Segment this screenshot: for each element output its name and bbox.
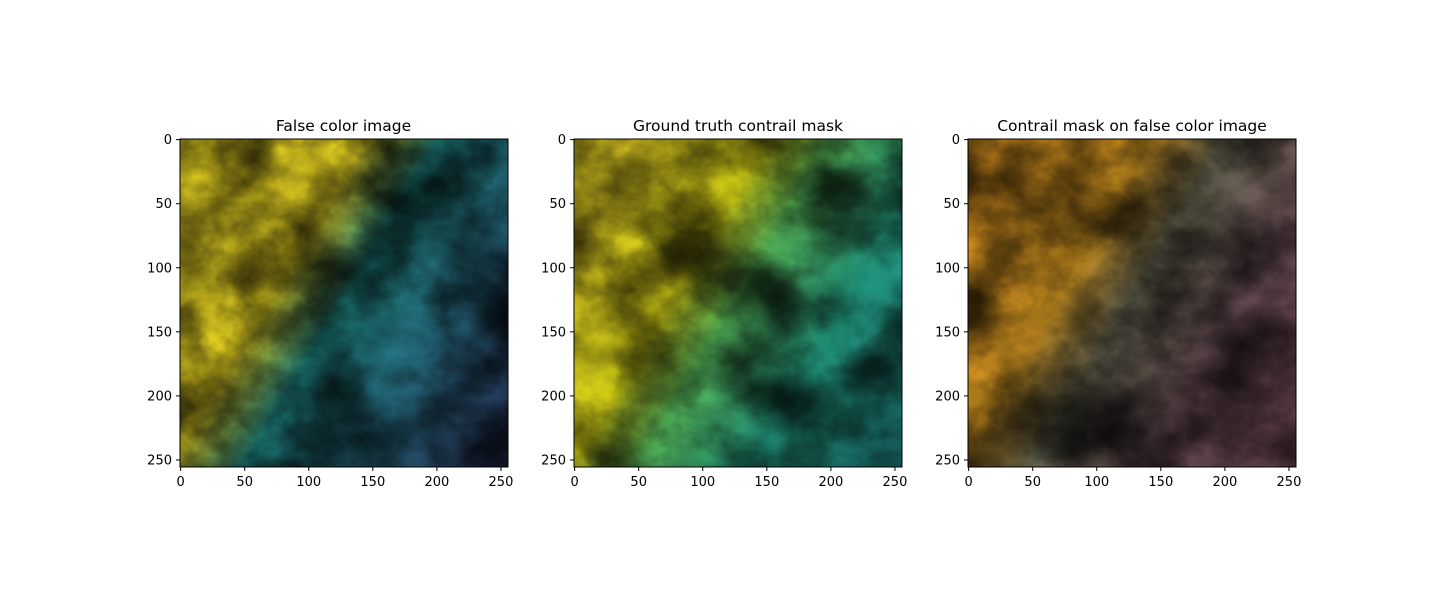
y-tick-label: 150 (147, 325, 172, 340)
y-tick-label: 250 (147, 453, 172, 468)
heatmap-image (574, 139, 902, 467)
axes-frame (179, 138, 509, 468)
x-tick-label: 100 (296, 475, 321, 490)
y-tick-label: 200 (541, 389, 566, 404)
y-tick-label: 0 (952, 133, 960, 148)
x-tick-label: 250 (489, 475, 514, 490)
panel-overlay: Contrail mask on false color image 0 50 10… (935, 117, 1301, 490)
x-tick-label: 150 (754, 475, 779, 490)
y-tick-label: 250 (935, 453, 960, 468)
x-tick-label: 100 (690, 475, 715, 490)
y-tick-label: 250 (541, 453, 566, 468)
x-tick-label: 0 (965, 475, 973, 490)
y-tick-label: 100 (147, 261, 172, 276)
x-tick-label: 50 (1024, 475, 1041, 490)
panel-title: Contrail mask on false color image (997, 117, 1267, 135)
x-tick-label: 150 (360, 475, 385, 490)
x-tick-label: 250 (883, 475, 908, 490)
panel-ground-truth: Ground truth contrail mask 0 50 100 150 200 2… (541, 117, 907, 490)
y-tick-label: 150 (541, 325, 566, 340)
x-tick-label: 250 (1277, 475, 1302, 490)
x-tick-label: 50 (236, 475, 253, 490)
y-tick-label: 100 (935, 261, 960, 276)
panel-false-color: False color image 0 50 100 150 200 250 0 50 100… (147, 117, 513, 490)
y-tick-label: 50 (549, 197, 566, 212)
heatmap-image (180, 139, 508, 467)
panel-title: False color image (276, 117, 411, 135)
y-tick-label: 100 (541, 261, 566, 276)
axes-frame (573, 138, 903, 468)
y-tick-label: 50 (943, 197, 960, 212)
y-tick-label: 150 (935, 325, 960, 340)
x-tick-label: 150 (1148, 475, 1173, 490)
x-tick-label: 50 (630, 475, 647, 490)
x-tick-label: 100 (1084, 475, 1109, 490)
axes-frame (967, 138, 1297, 468)
y-tick-label: 0 (558, 133, 566, 148)
x-tick-label: 200 (1212, 475, 1237, 490)
x-tick-label: 0 (177, 475, 185, 490)
y-tick-label: 200 (935, 389, 960, 404)
x-tick-label: 200 (424, 475, 449, 490)
x-tick-label: 0 (571, 475, 579, 490)
heatmap-image (968, 139, 1296, 467)
x-tick-label: 200 (818, 475, 843, 490)
y-tick-label: 200 (147, 389, 172, 404)
panel-title: Ground truth contrail mask (633, 117, 843, 135)
y-tick-label: 0 (164, 133, 172, 148)
y-tick-label: 50 (155, 197, 172, 212)
